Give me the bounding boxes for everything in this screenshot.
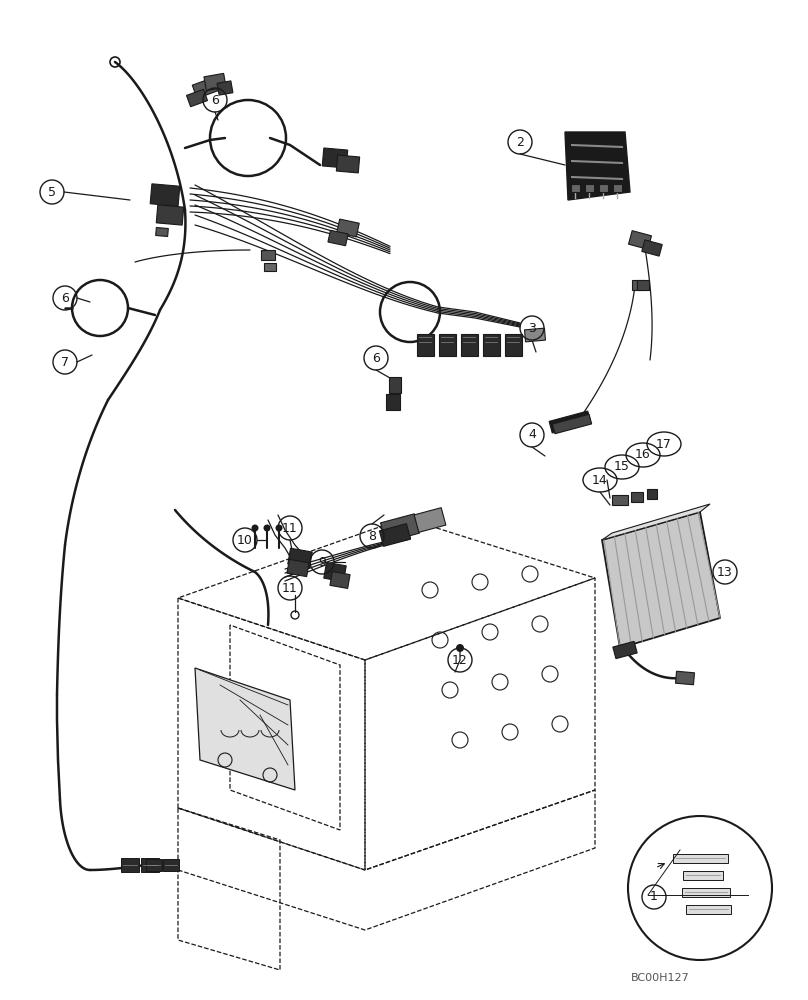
Polygon shape <box>612 495 628 505</box>
Circle shape <box>251 524 259 532</box>
Text: 15: 15 <box>614 460 630 474</box>
Text: 6: 6 <box>61 292 69 304</box>
Text: 9: 9 <box>318 556 326 568</box>
Polygon shape <box>324 562 347 582</box>
Polygon shape <box>549 411 591 433</box>
Polygon shape <box>204 73 226 91</box>
Polygon shape <box>612 641 638 659</box>
Polygon shape <box>150 184 180 206</box>
Text: 6: 6 <box>211 94 219 106</box>
Circle shape <box>628 816 772 960</box>
Text: 4: 4 <box>528 428 536 442</box>
Polygon shape <box>322 148 347 168</box>
Polygon shape <box>145 859 162 871</box>
Polygon shape <box>288 548 312 568</box>
Circle shape <box>456 644 464 652</box>
Text: 1: 1 <box>650 890 658 904</box>
Polygon shape <box>602 504 710 540</box>
Polygon shape <box>647 489 657 499</box>
Polygon shape <box>675 671 695 685</box>
Polygon shape <box>416 334 434 356</box>
Polygon shape <box>629 231 651 249</box>
Bar <box>683 870 723 880</box>
Text: 12: 12 <box>452 654 468 666</box>
Polygon shape <box>162 859 179 871</box>
Bar <box>682 888 730 896</box>
Polygon shape <box>386 394 400 410</box>
Polygon shape <box>602 512 720 648</box>
Text: 3: 3 <box>528 322 536 334</box>
Text: 11: 11 <box>282 522 298 534</box>
Text: 11: 11 <box>282 582 298 594</box>
Bar <box>685 904 730 914</box>
Polygon shape <box>415 508 446 532</box>
Polygon shape <box>439 334 456 356</box>
Polygon shape <box>584 184 594 192</box>
Circle shape <box>263 524 271 532</box>
Polygon shape <box>565 132 630 200</box>
Polygon shape <box>330 572 350 588</box>
Polygon shape <box>632 280 644 290</box>
Text: BC00H127: BC00H127 <box>630 973 689 983</box>
Polygon shape <box>381 514 419 542</box>
Polygon shape <box>261 250 275 260</box>
Polygon shape <box>287 559 309 577</box>
Polygon shape <box>461 334 478 356</box>
Polygon shape <box>631 492 643 502</box>
Text: 16: 16 <box>635 448 651 462</box>
Polygon shape <box>482 334 499 356</box>
Polygon shape <box>192 78 217 98</box>
Text: 5: 5 <box>48 186 56 198</box>
Text: 6: 6 <box>372 352 380 364</box>
Polygon shape <box>337 219 360 237</box>
Polygon shape <box>121 858 139 872</box>
Polygon shape <box>504 334 521 356</box>
Polygon shape <box>612 184 621 192</box>
Polygon shape <box>642 240 663 256</box>
Polygon shape <box>141 858 159 872</box>
Bar <box>672 854 727 862</box>
Polygon shape <box>380 524 410 546</box>
Text: 8: 8 <box>368 530 376 542</box>
Polygon shape <box>637 280 649 290</box>
Polygon shape <box>389 377 401 393</box>
Text: 7: 7 <box>61 356 69 368</box>
Text: 2: 2 <box>516 135 524 148</box>
Text: 17: 17 <box>656 438 672 450</box>
Polygon shape <box>336 155 360 173</box>
Text: 14: 14 <box>592 474 608 487</box>
Polygon shape <box>553 414 591 434</box>
Polygon shape <box>599 184 608 192</box>
Polygon shape <box>328 230 348 246</box>
Text: 10: 10 <box>237 534 253 546</box>
Polygon shape <box>156 227 168 237</box>
Text: 13: 13 <box>718 566 733 578</box>
Polygon shape <box>524 328 545 342</box>
Polygon shape <box>570 184 579 192</box>
Polygon shape <box>195 668 295 790</box>
Polygon shape <box>264 263 276 271</box>
Polygon shape <box>217 81 233 95</box>
Circle shape <box>276 524 283 532</box>
Polygon shape <box>187 89 208 107</box>
Polygon shape <box>156 205 183 225</box>
